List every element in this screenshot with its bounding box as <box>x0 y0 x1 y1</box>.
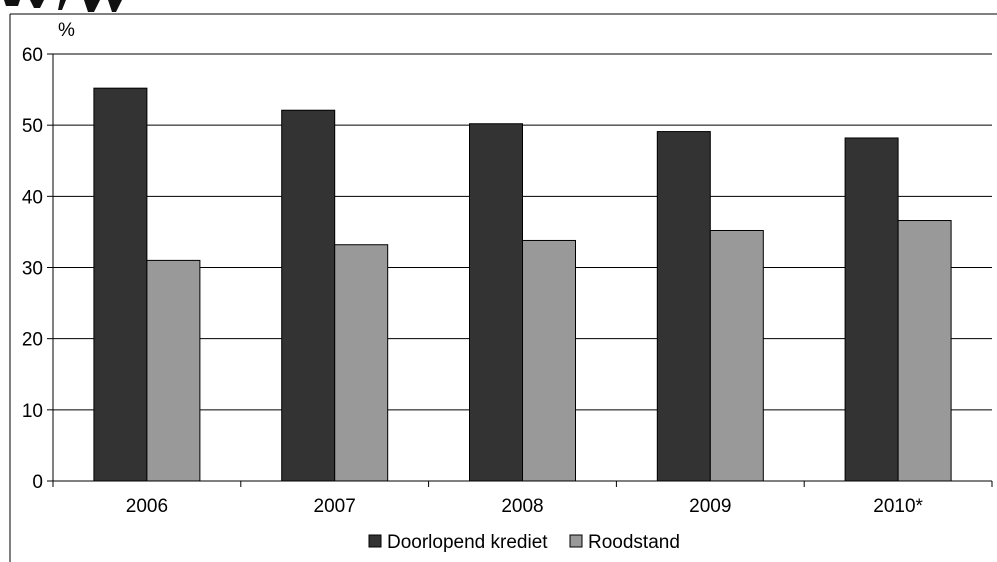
x-tick-label: 2008 <box>501 496 543 517</box>
x-tick-label: 2006 <box>126 496 168 517</box>
y-tick-label: 10 <box>22 401 43 422</box>
legend-swatch-roodstand <box>569 534 583 548</box>
cropped-title-fragment <box>4 0 122 12</box>
bar-doorlopend-krediet-0 <box>93 87 148 482</box>
bar-roodstand-4 <box>897 220 952 482</box>
y-tick-label: 50 <box>22 116 43 137</box>
y-unit-label: % <box>58 20 75 41</box>
bar-doorlopend-krediet-1 <box>281 109 336 482</box>
y-tick-label: 40 <box>22 187 43 208</box>
bar-roodstand-2 <box>522 239 576 482</box>
legend-label-doorlopend-krediet: Doorlopend krediet <box>387 532 548 553</box>
x-tick-label: 2007 <box>314 496 356 517</box>
x-tick-label: 2010* <box>873 496 923 517</box>
legend: Doorlopend krediet Roodstand <box>368 532 680 553</box>
bar-roodstand-1 <box>334 244 389 482</box>
y-tick-label: 60 <box>22 45 43 66</box>
y-axis: 0 10 20 30 40 50 60 <box>22 45 54 493</box>
legend-swatch-doorlopend-krediet <box>368 534 382 548</box>
bar-doorlopend-krediet-4 <box>844 137 899 482</box>
x-tick-label: 2009 <box>689 496 731 517</box>
x-axis: 2006 2007 2008 2009 2010* <box>52 480 993 517</box>
bar-roodstand-3 <box>709 229 764 482</box>
bar-roodstand-0 <box>146 259 201 482</box>
y-tick-label: 30 <box>22 259 43 280</box>
y-tick-label: 20 <box>22 330 43 351</box>
legend-label-roodstand: Roodstand <box>588 532 680 553</box>
bar-doorlopend-krediet-2 <box>469 123 523 482</box>
bars <box>93 87 952 482</box>
y-tick-label: 0 <box>32 472 43 493</box>
bar-doorlopend-krediet-3 <box>656 131 711 482</box>
